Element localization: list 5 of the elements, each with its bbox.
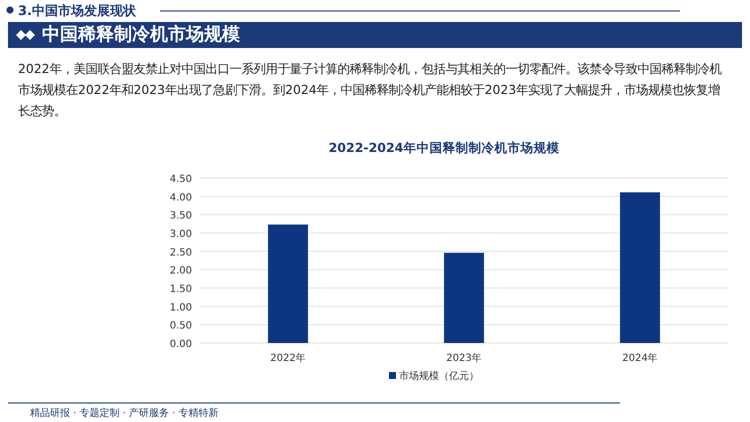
- annotation: 3.中国市场发展现状: [18, 2, 136, 20]
- annotation: 中国稀释制冷机市场规模: [42, 23, 240, 47]
- annotation: 精品研报 · 专题定制 · 产研服务 · 专精特新: [30, 406, 219, 420]
- title: 2022-2024年中国释制制冷机市场规模: [328, 140, 560, 155]
- annotation: 2022年，美国联合盟友禁止对中国出口一系列用于量子计算的稀释制冷机，包括与其相关的一切零配件。该禁令导致中国稀释制冷机市场规模在2022年和2023年出现了急剧下滑。到2024年，中国稀释制冷机产能相较于2023年实现了大幅提升，市场规模也恢复增长态势。: [18, 60, 723, 120]
